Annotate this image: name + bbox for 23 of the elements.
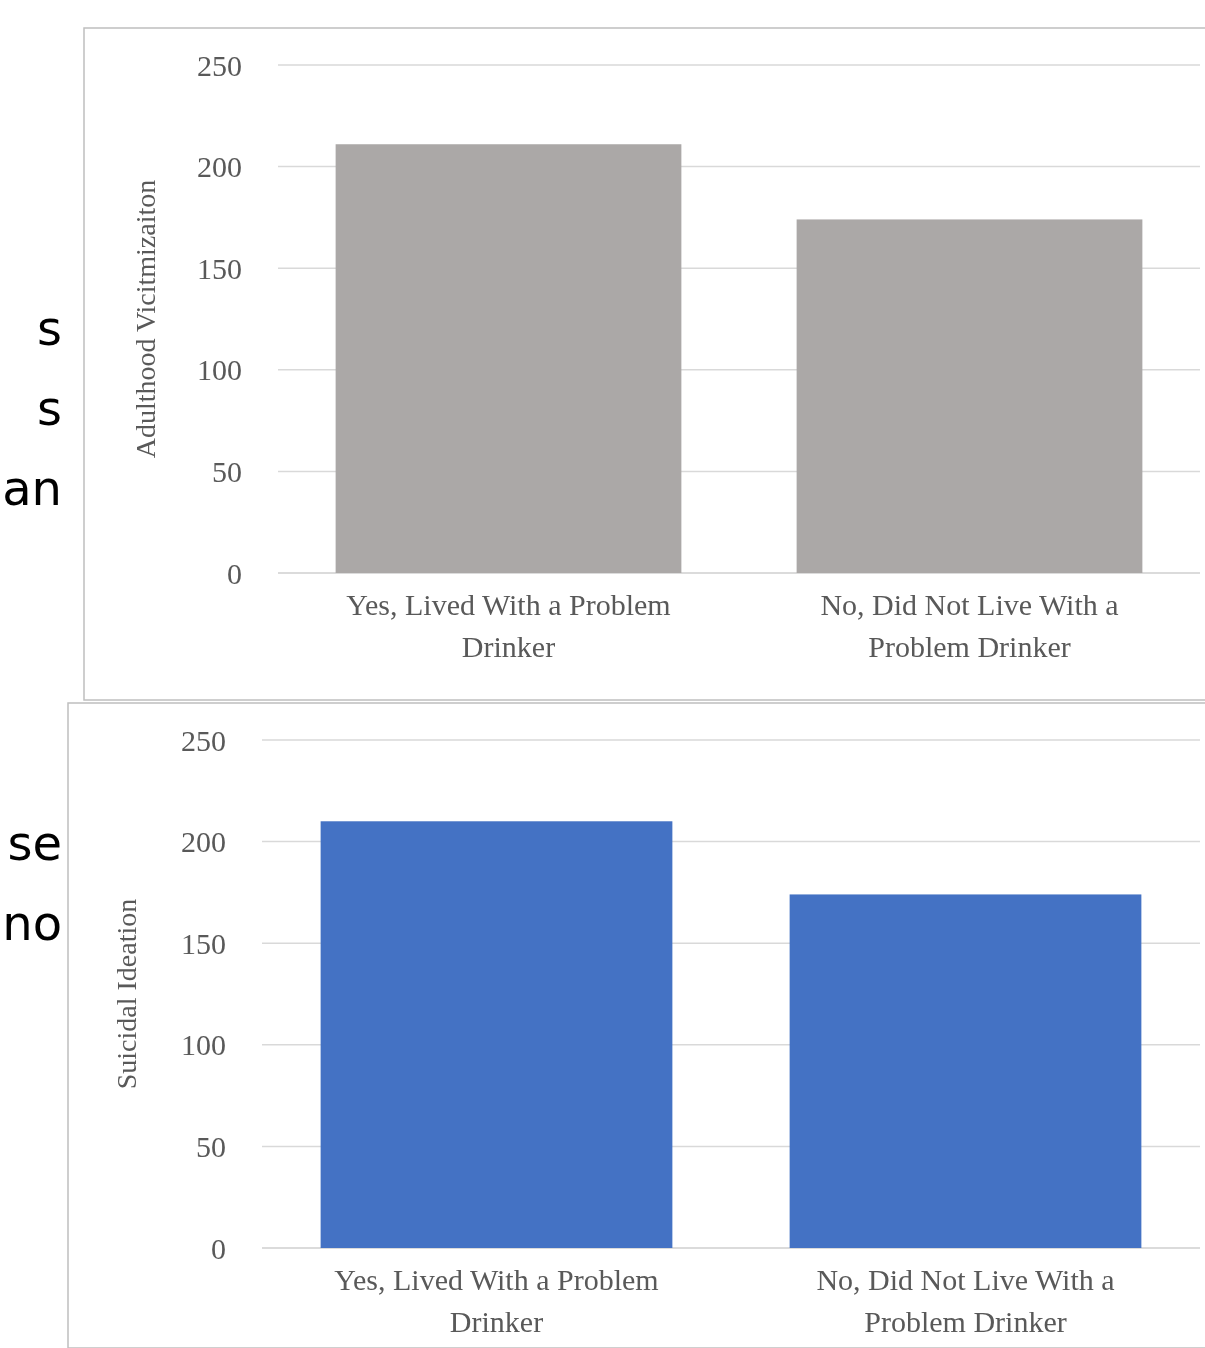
text: an xyxy=(2,460,62,516)
text: se xyxy=(7,815,62,871)
x-tick-label: Yes, Lived With a Problem Drinker xyxy=(334,1263,659,1338)
text: no xyxy=(2,895,62,951)
y-tick-label: 50 xyxy=(196,1129,226,1163)
text: s xyxy=(36,380,62,436)
y-tick-label: 50 xyxy=(212,454,242,488)
y-tick-label: 100 xyxy=(181,1028,226,1062)
y-tick-label: 0 xyxy=(211,1231,226,1265)
y-axis-title: Suicidal Ideation xyxy=(111,898,142,1090)
y-tick-label: 200 xyxy=(197,150,242,184)
x-tick-label: No, Did Not Live With a Problem Drinker xyxy=(820,588,1119,663)
y-tick-label: 150 xyxy=(197,251,242,285)
y-tick-label: 250 xyxy=(197,48,242,82)
y-tick-label: 200 xyxy=(181,825,226,859)
y-axis-title: Adulthood Vicitmizaiton xyxy=(130,179,161,459)
x-tick-label: No, Did Not Live With a Problem Drinker xyxy=(816,1263,1115,1338)
y-tick-label: 150 xyxy=(181,926,226,960)
y-tick-label: 0 xyxy=(227,556,242,590)
x-tick-label: Yes, Lived With a Problem Drinker xyxy=(346,588,671,663)
text: s xyxy=(36,300,62,356)
y-tick-label: 250 xyxy=(181,723,226,757)
y-tick-label: 100 xyxy=(197,353,242,387)
